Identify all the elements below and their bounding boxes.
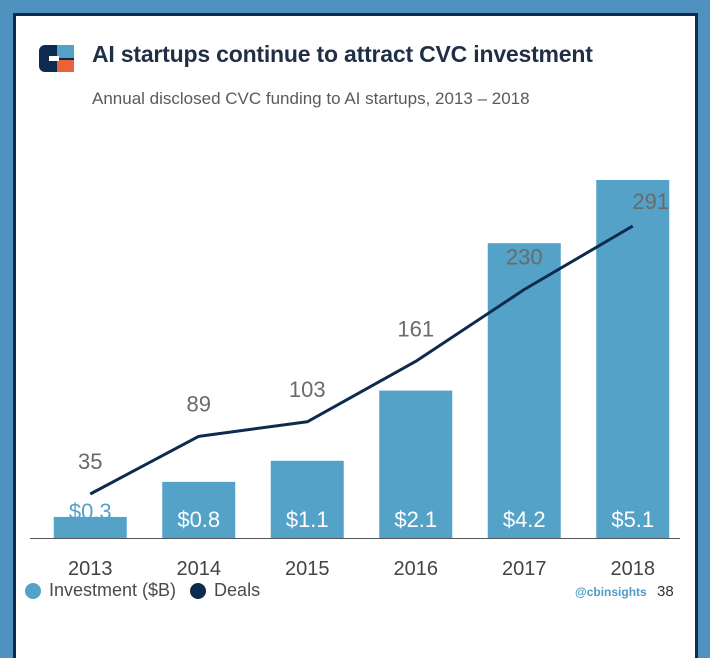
bar-value-label-2013: $0.3 bbox=[69, 499, 112, 524]
bar-value-label-2016: $2.1 bbox=[394, 507, 437, 532]
slide-frame: AI startups continue to attract CVC inve… bbox=[13, 13, 698, 658]
page-number: 38 bbox=[657, 583, 674, 600]
legend-label-investment: Investment ($B) bbox=[49, 580, 177, 600]
legend-swatch-deals bbox=[190, 582, 207, 599]
bar-2018 bbox=[596, 180, 670, 538]
x-tick-label-2016: 2016 bbox=[394, 558, 439, 580]
deals-line bbox=[89, 224, 634, 496]
legend-swatch-investment bbox=[25, 582, 41, 599]
x-tick-label-2017: 2017 bbox=[502, 558, 547, 580]
x-tick-label-2018: 2018 bbox=[611, 558, 656, 580]
deals-value-label-2018: 291 bbox=[632, 189, 669, 214]
legend-label-deals: Deals bbox=[214, 580, 261, 600]
bar-2013 bbox=[53, 516, 127, 538]
bar-value-label-2014: $0.8 bbox=[177, 507, 220, 532]
bar-2017 bbox=[487, 243, 561, 539]
deals-value-label-2015: 103 bbox=[289, 377, 326, 402]
bar-value-label-2017: $4.2 bbox=[503, 507, 546, 532]
deals-value-label-2013: 35 bbox=[78, 449, 102, 474]
deals-value-label-2014: 89 bbox=[187, 391, 211, 416]
chart-title: AI startups continue to attract CVC inve… bbox=[92, 41, 593, 67]
deals-value-label-2016: 161 bbox=[397, 316, 434, 341]
legend-item-investment: Investment ($B) bbox=[25, 580, 176, 601]
bar-2014 bbox=[162, 481, 236, 538]
bar-2016 bbox=[379, 390, 453, 538]
deals-value-label-2017: 230 bbox=[506, 245, 543, 270]
chart-legend: Investment ($B) Deals bbox=[25, 580, 274, 601]
chart-area: $0.3 2013 $0.8 2014 $1.1 2015 $2.1 2016 $4.2 2017… bbox=[30, 180, 680, 580]
cb-insights-logo-icon bbox=[39, 45, 74, 72]
twitter-handle[interactable]: @cbinsights bbox=[575, 585, 647, 599]
legend-item-deals: Deals bbox=[190, 580, 260, 601]
bar-2015 bbox=[270, 460, 344, 538]
x-tick-label-2015: 2015 bbox=[285, 558, 330, 580]
x-tick-label-2013: 2013 bbox=[68, 558, 113, 580]
bar-value-label-2018: $5.1 bbox=[611, 507, 654, 532]
bar-value-label-2015: $1.1 bbox=[286, 507, 329, 532]
x-tick-label-2014: 2014 bbox=[177, 558, 222, 580]
chart-subtitle: Annual disclosed CVC funding to AI start… bbox=[92, 89, 530, 108]
